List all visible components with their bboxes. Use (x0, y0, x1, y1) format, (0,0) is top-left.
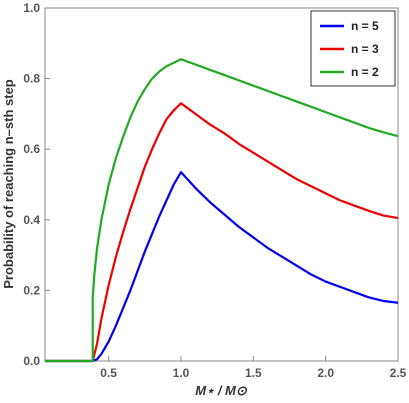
x-tick-label: 2.0 (317, 366, 334, 380)
y-axis-ticks: 0.0 0.2 0.4 0.6 0.8 1.0 (23, 1, 50, 368)
legend-label-0: n = 5 (351, 19, 379, 33)
y-axis-label: Probability of reaching n–sth step (1, 79, 16, 289)
y-tick-label: 1.0 (23, 1, 40, 15)
legend-label-1: n = 3 (351, 42, 379, 56)
y-tick-label: 0.4 (23, 213, 40, 227)
series-line-0 (45, 171, 399, 363)
legend: n = 5 n = 3 n = 2 (310, 10, 396, 87)
x-axis-ticks: 0.5 1.0 1.5 2.0 2.5 (100, 356, 407, 380)
y-tick-label: 0.0 (23, 354, 40, 368)
y-tick-label: 0.2 (23, 283, 40, 297)
plot-frame (44, 7, 399, 362)
series-line-2 (45, 58, 399, 363)
x-tick-label: 0.5 (100, 366, 117, 380)
series-line-1 (45, 102, 399, 363)
series-lines (45, 58, 399, 363)
x-axis-label: M⋆ / M⊙ (195, 383, 248, 398)
y-tick-label: 0.8 (23, 72, 40, 86)
legend-label-2: n = 2 (351, 65, 379, 79)
x-tick-label: 1.5 (245, 366, 262, 380)
x-tick-label: 2.5 (390, 366, 407, 380)
y-tick-label: 0.6 (23, 142, 40, 156)
x-tick-label: 1.0 (173, 366, 190, 380)
